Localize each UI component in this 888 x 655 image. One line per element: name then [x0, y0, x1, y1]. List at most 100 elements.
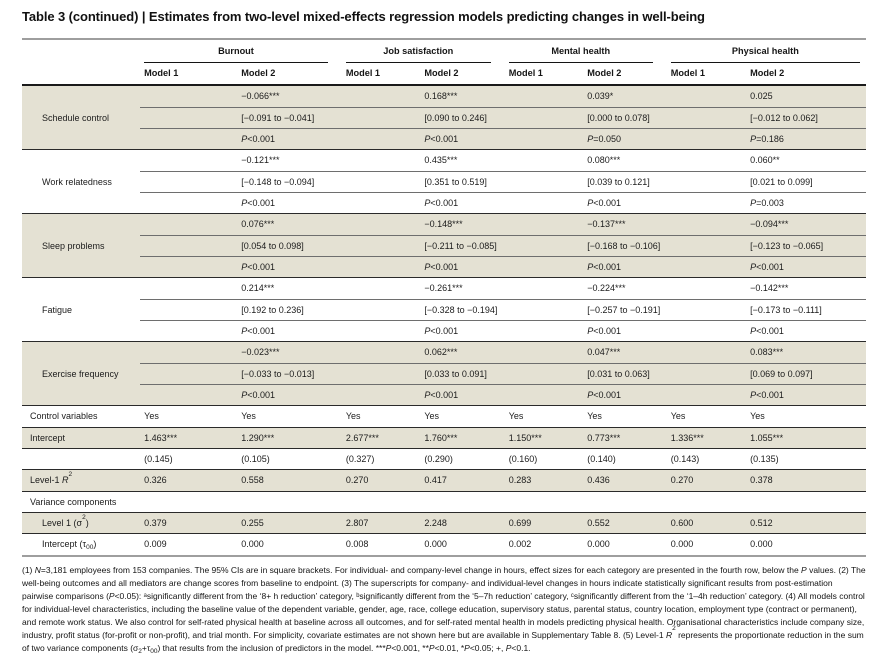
- row-label: Intercept: [22, 426, 141, 449]
- cell-p: P=0.050: [583, 127, 667, 150]
- cell-p: P<0.001: [746, 319, 866, 342]
- cell-ci: [0.021 to 0.099]: [746, 170, 866, 193]
- cell-value: 0.552: [583, 512, 667, 534]
- table-row: Exercise frequency −0.023*** 0.062*** 0.047…: [22, 341, 866, 406]
- table-row: P<0.001 P<0.001 P<0.001 P<0.001: [22, 255, 866, 278]
- cell-p: [666, 127, 747, 150]
- column-group-label: Burnout: [144, 46, 328, 63]
- cell-ci: [−0.148 to −0.094]: [237, 170, 342, 193]
- cell-p: P<0.001: [746, 255, 866, 278]
- cell-estimate: 0.080***: [583, 149, 667, 172]
- cell-estimate: [504, 84, 584, 107]
- cell-value: 0.283: [504, 469, 584, 492]
- cell-ci: [−0.091 to −0.041]: [237, 106, 342, 129]
- cell-ci: [0.069 to 0.097]: [746, 362, 866, 385]
- cell-ci: [504, 298, 584, 321]
- column-group-header: Mental health: [504, 38, 667, 63]
- row-label: Level 1 (σ2): [22, 512, 141, 534]
- cell-ci: [140, 170, 238, 193]
- cell-value: 0.000: [666, 533, 747, 557]
- cell-value: Yes: [237, 405, 342, 428]
- cell-p: [140, 383, 238, 406]
- cell-value: Yes: [504, 405, 584, 428]
- cell-ci: [666, 298, 747, 321]
- cell-p: [666, 319, 747, 342]
- cell-ci: [140, 234, 238, 257]
- cell-value: (0.105): [237, 447, 342, 470]
- model-header: Model 2: [583, 62, 667, 87]
- table-head: Burnout Job satisfaction Mental health Phys…: [22, 37, 866, 87]
- cell-value: 0.255: [237, 512, 342, 534]
- cell-ci: [0.192 to 0.236]: [237, 298, 342, 321]
- cell-estimate: [666, 341, 747, 364]
- cell-ci: [341, 170, 421, 193]
- table-row: Intercept 1.463*** 1.290*** 2.677*** 1.760**…: [22, 426, 866, 449]
- cell-ci: [140, 362, 238, 385]
- cell-value: 2.807: [341, 512, 421, 534]
- cell-p: [341, 191, 421, 214]
- section-row: Variance components: [22, 490, 866, 513]
- cell-estimate: [341, 213, 421, 236]
- cell-ci: [504, 362, 584, 385]
- cell-estimate: [341, 149, 421, 172]
- cell-estimate: −0.066***: [237, 84, 342, 107]
- cell-ci: [504, 170, 584, 193]
- cell-estimate: 0.062***: [420, 341, 505, 364]
- cell-value: 0.326: [140, 469, 238, 492]
- cell-value: (0.327): [341, 447, 421, 470]
- cell-estimate: [504, 213, 584, 236]
- row-label: Fatigue: [22, 277, 141, 342]
- cell-value: (0.160): [504, 447, 584, 470]
- cell-ci: [341, 362, 421, 385]
- table-footnote: (1) N=3,181 employees from 153 companies…: [22, 564, 866, 655]
- cell-value: 0.436: [583, 469, 667, 492]
- cell-p: [666, 191, 747, 214]
- cell-value: 0.270: [341, 469, 421, 492]
- cell-value: 0.699: [504, 512, 584, 534]
- cell-value: 0.600: [666, 512, 747, 534]
- cell-value: 0.512: [746, 512, 866, 534]
- cell-ci: [341, 234, 421, 257]
- model-header: Model 2: [237, 62, 342, 87]
- cell-value: 0.009: [140, 533, 238, 557]
- table-row: Intercept (τ00) 0.009 0.000 0.008 0.000 0.002…: [22, 533, 866, 557]
- cell-estimate: 0.060**: [746, 149, 866, 172]
- cell-value: 0.379: [140, 512, 238, 534]
- cell-ci: [666, 170, 747, 193]
- cell-value: Yes: [583, 405, 667, 428]
- cell-estimate: [140, 277, 238, 300]
- cell-p: [666, 383, 747, 406]
- cell-estimate: −0.224***: [583, 277, 667, 300]
- cell-ci: [140, 298, 238, 321]
- cell-p: P<0.001: [237, 191, 342, 214]
- cell-p: [140, 319, 238, 342]
- cell-estimate: [666, 213, 747, 236]
- cell-estimate: [140, 341, 238, 364]
- row-label: Exercise frequency: [22, 341, 141, 406]
- model-header: Model 1: [666, 62, 747, 87]
- cell-p: P<0.001: [237, 255, 342, 278]
- model-header: Model 2: [420, 62, 505, 87]
- cell-estimate: 0.435***: [420, 149, 505, 172]
- cell-estimate: 0.039*: [583, 84, 667, 107]
- cell-ci: [666, 362, 747, 385]
- table-body: Schedule control −0.066*** 0.168*** 0.039* 0…: [22, 84, 866, 557]
- cell-p: [341, 383, 421, 406]
- cell-value: (0.143): [666, 447, 747, 470]
- row-label: Work relatedness: [22, 149, 141, 214]
- cell-p: P<0.001: [746, 383, 866, 406]
- cell-estimate: [140, 149, 238, 172]
- cell-p: P<0.001: [237, 319, 342, 342]
- cell-ci: [−0.257 to −0.191]: [583, 298, 667, 321]
- cell-ci: [341, 106, 421, 129]
- cell-p: P<0.001: [237, 383, 342, 406]
- cell-ci: [0.031 to 0.063]: [583, 362, 667, 385]
- column-group-header: Job satisfaction: [341, 38, 505, 63]
- table-row: [−0.148 to −0.094] [0.351 to 0.519] [0.039…: [22, 170, 866, 193]
- cell-p: [341, 127, 421, 150]
- table-row: P<0.001 P<0.001 P<0.001 P<0.001: [22, 319, 866, 342]
- table-row: [0.192 to 0.236] [−0.328 to −0.194] [−0.25…: [22, 298, 866, 321]
- row-label: [22, 447, 141, 470]
- cell-estimate: 0.025: [746, 84, 866, 107]
- table-row: Control variables Yes Yes Yes Yes Yes Yes Yes Ye…: [22, 405, 866, 428]
